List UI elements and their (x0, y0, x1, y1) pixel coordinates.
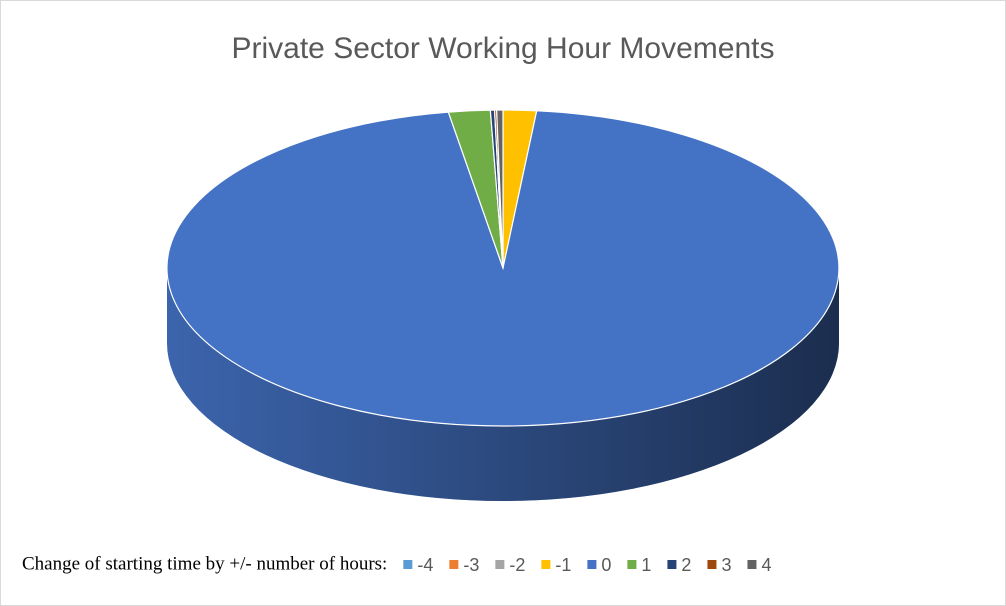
legend-label: 4 (761, 555, 771, 575)
pie (166, 109, 840, 501)
legend-label: 2 (681, 555, 691, 575)
legend-swatch (403, 560, 413, 569)
legend: Change of starting time by +/- number of… (22, 553, 771, 574)
legend-swatch (495, 560, 505, 569)
legend-swatch (541, 560, 551, 569)
legend-swatch (449, 560, 459, 569)
legend-swatch (667, 560, 677, 569)
slice (166, 110, 840, 427)
legend-swatch (587, 560, 597, 569)
legend-swatch (707, 560, 717, 569)
slice-side-shade (167, 268, 839, 501)
legend-label: 0 (601, 555, 611, 575)
legend-label: -1 (555, 555, 571, 575)
legend-label: -3 (463, 555, 479, 575)
chart-title: Private Sector Working Hour Movements (232, 32, 775, 65)
legend-swatch (747, 560, 757, 569)
legend-label: -2 (509, 555, 525, 575)
legend-swatch (627, 560, 637, 569)
legend-title: Change of starting time by +/- number of… (22, 553, 387, 574)
slice (496, 109, 504, 269)
legend-label: 3 (721, 555, 731, 575)
legend-label: 1 (641, 555, 651, 575)
legend-label: -4 (417, 555, 433, 575)
